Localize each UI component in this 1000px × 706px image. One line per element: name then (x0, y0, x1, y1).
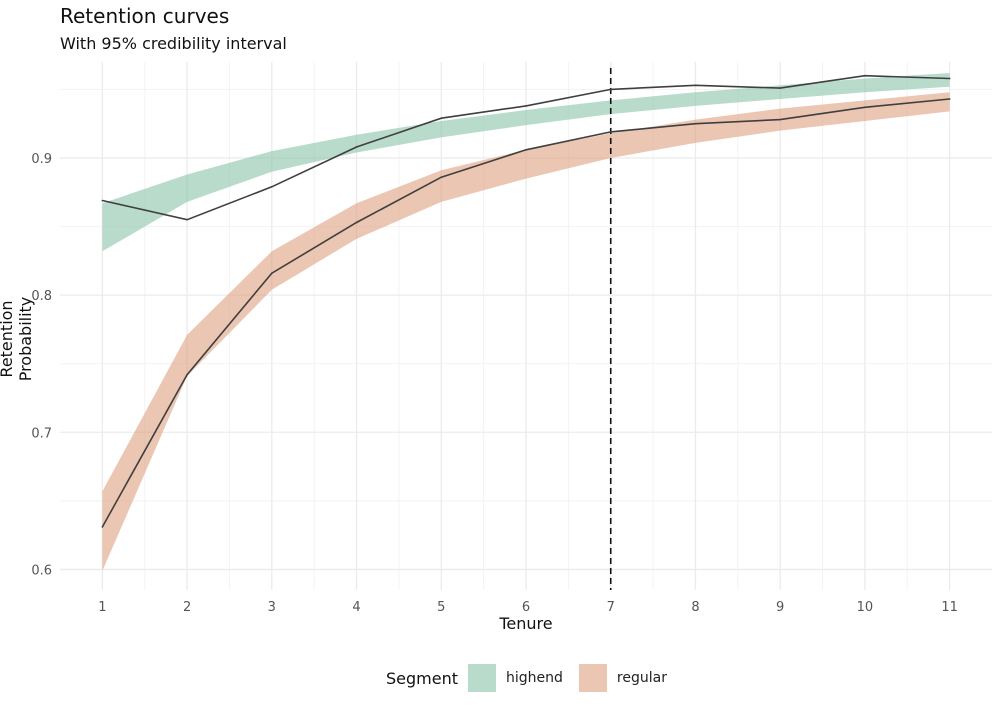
point-regular (525, 148, 527, 151)
point-regular (948, 98, 951, 100)
x-tick-label: 3 (268, 600, 276, 615)
x-tick-label: 9 (776, 600, 784, 615)
major-gridlines (60, 62, 992, 590)
point-highend (101, 199, 104, 202)
point-highend (864, 74, 866, 77)
chart-title: Retention curves (60, 4, 230, 28)
x-tick-label: 7 (607, 600, 615, 615)
x-tick-label: 5 (437, 600, 445, 615)
point-highend (525, 105, 527, 107)
y-tick-labels: 0.6 0.7 0.8 0.9 (31, 152, 52, 578)
y-tick-label: 0.9 (31, 152, 52, 167)
x-tick-label: 6 (522, 600, 530, 615)
chart-subtitle: With 95% credibility interval (60, 34, 287, 53)
legend-label-regular: regular (616, 670, 667, 686)
y-tick-label: 0.6 (31, 563, 52, 578)
point-highend (271, 186, 273, 188)
x-axis-label: Tenure (499, 614, 553, 633)
point-highend (948, 77, 951, 80)
series-lines (101, 74, 951, 528)
point-highend (609, 88, 612, 91)
point-regular (864, 106, 866, 109)
point-regular (186, 373, 188, 376)
y-tick-label: 0.8 (31, 289, 52, 304)
point-regular (694, 122, 697, 125)
point-regular (271, 272, 273, 275)
point-highend (440, 117, 443, 120)
point-highend (355, 146, 358, 148)
point-regular (440, 176, 443, 178)
x-tick-label: 1 (98, 600, 106, 615)
point-regular (101, 526, 104, 528)
x-tick-label: 4 (352, 600, 360, 615)
y-tick-label: 0.7 (31, 426, 52, 441)
x-tick-label: 10 (857, 600, 874, 615)
point-highend (186, 218, 188, 221)
legend-key-regular (578, 664, 607, 692)
point-regular (355, 221, 358, 224)
point-highend (694, 84, 697, 87)
y-axis-label: Retention Probability (0, 296, 35, 382)
legend: Segment highend regular (386, 662, 683, 694)
legend-label-highend: highend (506, 670, 563, 686)
point-regular (609, 131, 612, 133)
credibility-bands (102, 73, 950, 571)
point-regular (779, 118, 781, 121)
x-tick-label: 8 (691, 600, 699, 615)
x-tick-label: 11 (941, 600, 958, 615)
legend-key-highend (468, 664, 496, 692)
x-tick-label: 2 (183, 600, 191, 615)
band-highend (102, 73, 950, 252)
legend-title: Segment (386, 668, 458, 688)
point-highend (779, 87, 781, 89)
x-tick-labels: 1 2 3 4 5 6 7 8 9 10 11 (98, 600, 958, 615)
